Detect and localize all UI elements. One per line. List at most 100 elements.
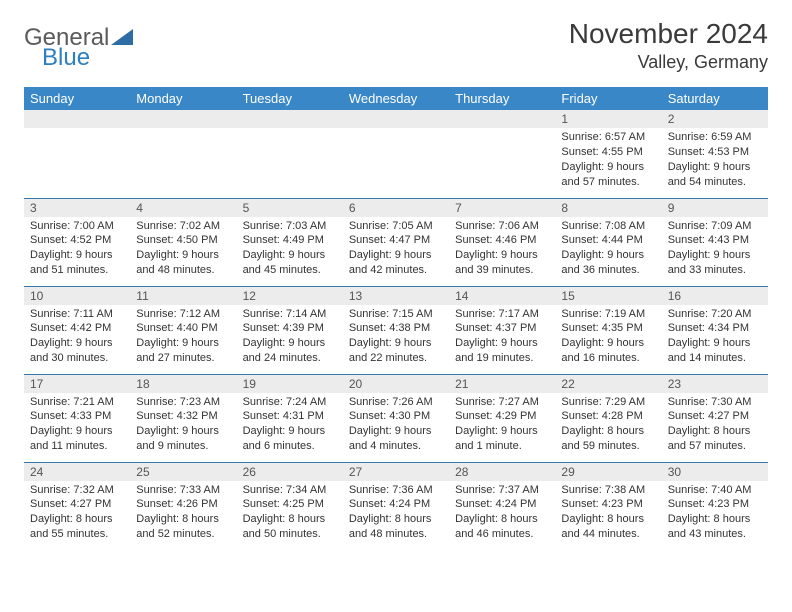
day-number (343, 110, 449, 128)
day-number: 28 (449, 463, 555, 481)
day-cell: 26Sunrise: 7:34 AMSunset: 4:25 PMDayligh… (237, 462, 343, 550)
day-number: 7 (449, 199, 555, 217)
day-details: Sunrise: 7:02 AMSunset: 4:50 PMDaylight:… (130, 217, 236, 282)
day-number: 18 (130, 375, 236, 393)
day-details: Sunrise: 7:24 AMSunset: 4:31 PMDaylight:… (237, 393, 343, 458)
day-details: Sunrise: 7:26 AMSunset: 4:30 PMDaylight:… (343, 393, 449, 458)
day-details: Sunrise: 7:19 AMSunset: 4:35 PMDaylight:… (555, 305, 661, 370)
day-cell: 12Sunrise: 7:14 AMSunset: 4:39 PMDayligh… (237, 286, 343, 374)
day-number: 4 (130, 199, 236, 217)
day-cell: 20Sunrise: 7:26 AMSunset: 4:30 PMDayligh… (343, 374, 449, 462)
day-details: Sunrise: 7:30 AMSunset: 4:27 PMDaylight:… (662, 393, 768, 458)
day-details: Sunrise: 7:37 AMSunset: 4:24 PMDaylight:… (449, 481, 555, 546)
weekday-header: Thursday (449, 87, 555, 110)
weekday-header: Wednesday (343, 87, 449, 110)
day-number: 8 (555, 199, 661, 217)
day-cell: 5Sunrise: 7:03 AMSunset: 4:49 PMDaylight… (237, 198, 343, 286)
week-row: 10Sunrise: 7:11 AMSunset: 4:42 PMDayligh… (24, 286, 768, 374)
day-cell: 1Sunrise: 6:57 AMSunset: 4:55 PMDaylight… (555, 110, 661, 198)
day-details: Sunrise: 7:09 AMSunset: 4:43 PMDaylight:… (662, 217, 768, 282)
day-number: 21 (449, 375, 555, 393)
day-number: 27 (343, 463, 449, 481)
day-number: 11 (130, 287, 236, 305)
day-number: 16 (662, 287, 768, 305)
day-number: 13 (343, 287, 449, 305)
day-number (237, 110, 343, 128)
day-cell: 7Sunrise: 7:06 AMSunset: 4:46 PMDaylight… (449, 198, 555, 286)
day-cell: 22Sunrise: 7:29 AMSunset: 4:28 PMDayligh… (555, 374, 661, 462)
day-number: 22 (555, 375, 661, 393)
day-details: Sunrise: 7:00 AMSunset: 4:52 PMDaylight:… (24, 217, 130, 282)
logo-text-blue: Blue (42, 44, 90, 72)
day-details: Sunrise: 7:27 AMSunset: 4:29 PMDaylight:… (449, 393, 555, 458)
week-row: 1Sunrise: 6:57 AMSunset: 4:55 PMDaylight… (24, 110, 768, 198)
day-details: Sunrise: 6:57 AMSunset: 4:55 PMDaylight:… (555, 128, 661, 193)
day-cell: 16Sunrise: 7:20 AMSunset: 4:34 PMDayligh… (662, 286, 768, 374)
day-number: 5 (237, 199, 343, 217)
day-number: 1 (555, 110, 661, 128)
day-details: Sunrise: 7:21 AMSunset: 4:33 PMDaylight:… (24, 393, 130, 458)
weekday-header: Friday (555, 87, 661, 110)
calendar-table: Sunday Monday Tuesday Wednesday Thursday… (24, 87, 768, 550)
day-cell (24, 110, 130, 198)
weekday-header: Saturday (662, 87, 768, 110)
day-number: 6 (343, 199, 449, 217)
weekday-header: Tuesday (237, 87, 343, 110)
day-number: 15 (555, 287, 661, 305)
day-cell: 4Sunrise: 7:02 AMSunset: 4:50 PMDaylight… (130, 198, 236, 286)
day-number: 14 (449, 287, 555, 305)
day-details: Sunrise: 7:29 AMSunset: 4:28 PMDaylight:… (555, 393, 661, 458)
day-cell: 23Sunrise: 7:30 AMSunset: 4:27 PMDayligh… (662, 374, 768, 462)
day-details: Sunrise: 7:36 AMSunset: 4:24 PMDaylight:… (343, 481, 449, 546)
day-details: Sunrise: 7:14 AMSunset: 4:39 PMDaylight:… (237, 305, 343, 370)
day-number: 26 (237, 463, 343, 481)
day-details: Sunrise: 7:12 AMSunset: 4:40 PMDaylight:… (130, 305, 236, 370)
header: General November 2024 Valley, Germany (24, 18, 768, 73)
weekday-header-row: Sunday Monday Tuesday Wednesday Thursday… (24, 87, 768, 110)
day-cell: 6Sunrise: 7:05 AMSunset: 4:47 PMDaylight… (343, 198, 449, 286)
day-number: 17 (24, 375, 130, 393)
day-number: 25 (130, 463, 236, 481)
day-cell: 11Sunrise: 7:12 AMSunset: 4:40 PMDayligh… (130, 286, 236, 374)
day-details: Sunrise: 7:38 AMSunset: 4:23 PMDaylight:… (555, 481, 661, 546)
day-details: Sunrise: 7:40 AMSunset: 4:23 PMDaylight:… (662, 481, 768, 546)
day-cell: 28Sunrise: 7:37 AMSunset: 4:24 PMDayligh… (449, 462, 555, 550)
day-cell: 27Sunrise: 7:36 AMSunset: 4:24 PMDayligh… (343, 462, 449, 550)
day-cell (130, 110, 236, 198)
day-details: Sunrise: 7:15 AMSunset: 4:38 PMDaylight:… (343, 305, 449, 370)
day-details: Sunrise: 7:32 AMSunset: 4:27 PMDaylight:… (24, 481, 130, 546)
day-number: 30 (662, 463, 768, 481)
day-cell: 25Sunrise: 7:33 AMSunset: 4:26 PMDayligh… (130, 462, 236, 550)
day-details: Sunrise: 7:08 AMSunset: 4:44 PMDaylight:… (555, 217, 661, 282)
day-cell: 14Sunrise: 7:17 AMSunset: 4:37 PMDayligh… (449, 286, 555, 374)
calendar-body: 1Sunrise: 6:57 AMSunset: 4:55 PMDaylight… (24, 110, 768, 550)
month-title: November 2024 (569, 18, 768, 50)
day-number (24, 110, 130, 128)
day-cell: 17Sunrise: 7:21 AMSunset: 4:33 PMDayligh… (24, 374, 130, 462)
day-number: 12 (237, 287, 343, 305)
day-cell: 13Sunrise: 7:15 AMSunset: 4:38 PMDayligh… (343, 286, 449, 374)
day-number: 29 (555, 463, 661, 481)
logo-sail-icon (111, 24, 133, 52)
day-number (130, 110, 236, 128)
day-cell: 29Sunrise: 7:38 AMSunset: 4:23 PMDayligh… (555, 462, 661, 550)
day-number: 24 (24, 463, 130, 481)
day-cell: 2Sunrise: 6:59 AMSunset: 4:53 PMDaylight… (662, 110, 768, 198)
day-number: 19 (237, 375, 343, 393)
day-details: Sunrise: 7:33 AMSunset: 4:26 PMDaylight:… (130, 481, 236, 546)
day-cell: 18Sunrise: 7:23 AMSunset: 4:32 PMDayligh… (130, 374, 236, 462)
day-cell: 19Sunrise: 7:24 AMSunset: 4:31 PMDayligh… (237, 374, 343, 462)
day-number: 20 (343, 375, 449, 393)
day-cell: 30Sunrise: 7:40 AMSunset: 4:23 PMDayligh… (662, 462, 768, 550)
weekday-header: Monday (130, 87, 236, 110)
day-cell: 9Sunrise: 7:09 AMSunset: 4:43 PMDaylight… (662, 198, 768, 286)
day-details: Sunrise: 7:23 AMSunset: 4:32 PMDaylight:… (130, 393, 236, 458)
day-details: Sunrise: 7:17 AMSunset: 4:37 PMDaylight:… (449, 305, 555, 370)
day-cell: 21Sunrise: 7:27 AMSunset: 4:29 PMDayligh… (449, 374, 555, 462)
day-number: 9 (662, 199, 768, 217)
week-row: 24Sunrise: 7:32 AMSunset: 4:27 PMDayligh… (24, 462, 768, 550)
day-cell: 3Sunrise: 7:00 AMSunset: 4:52 PMDaylight… (24, 198, 130, 286)
location: Valley, Germany (569, 52, 768, 73)
day-cell: 24Sunrise: 7:32 AMSunset: 4:27 PMDayligh… (24, 462, 130, 550)
day-details: Sunrise: 7:05 AMSunset: 4:47 PMDaylight:… (343, 217, 449, 282)
